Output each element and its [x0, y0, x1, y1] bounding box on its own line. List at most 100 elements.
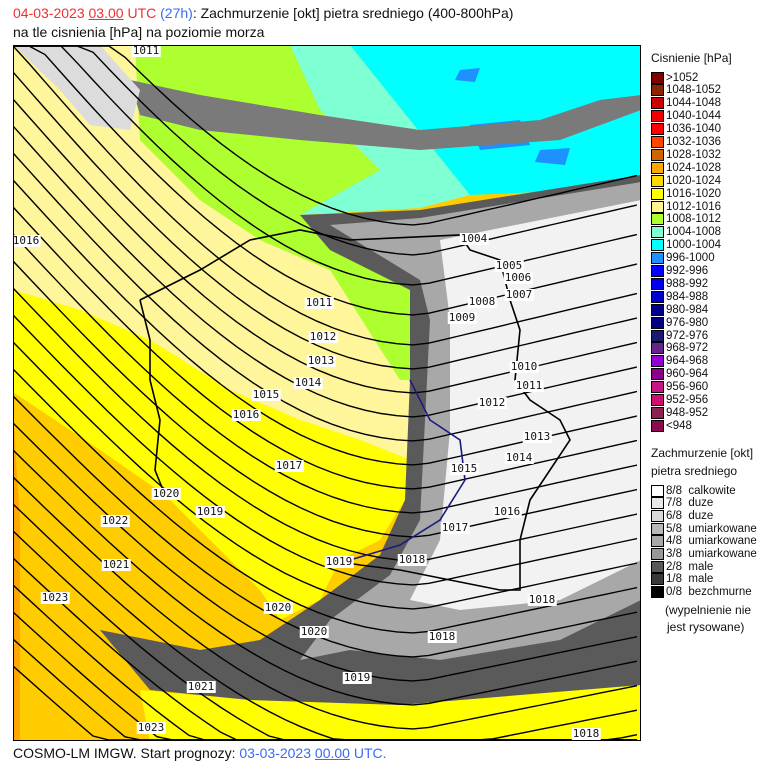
- legend-label: 968-972: [666, 342, 709, 355]
- grey-swatch: [651, 548, 664, 560]
- pressure-legend-item: 1016-1020: [651, 187, 721, 200]
- cloud-legend-subtitle: pietra sredniego: [651, 464, 738, 478]
- color-swatch: [651, 123, 664, 136]
- isobar-label: 1018: [527, 593, 557, 606]
- pressure-legend-item: 964-968: [651, 355, 708, 368]
- color-swatch: [651, 136, 664, 148]
- pressure-legend-item: 1044-1048: [651, 97, 721, 110]
- isobar: [14, 288, 638, 562]
- pressure-legend-item: 1032-1036: [651, 136, 721, 149]
- isobar-label: 1017: [274, 459, 304, 472]
- pressure-legend-item: 988-992: [651, 277, 708, 290]
- legend-label: 1044-1048: [666, 97, 721, 110]
- border-poland: [139, 229, 571, 591]
- map-subtitle: na tle cisnienia [hPa] na poziomie morza: [13, 24, 265, 40]
- color-swatch: [651, 161, 664, 174]
- color-swatch: [651, 342, 664, 355]
- legend-label: 1/8 male: [666, 573, 714, 586]
- color-swatch: [651, 187, 664, 200]
- isobar-label: 1016: [231, 408, 261, 421]
- pressure-legend-item: 956-960: [651, 381, 708, 394]
- grey-swatch: [651, 586, 664, 599]
- pressure-legend-item: 976-980: [651, 316, 708, 329]
- run-date: 03-03-2023: [239, 745, 312, 761]
- isobar-label: 1017: [440, 521, 470, 534]
- legend-label: 988-992: [666, 277, 709, 290]
- isobar-label: 1023: [40, 591, 70, 604]
- cloud-band-north: [130, 80, 640, 150]
- isobar-label: 1014: [504, 451, 534, 464]
- isobar-label: 1018: [571, 727, 601, 740]
- lead-time: (27h): [160, 5, 193, 21]
- color-swatch: [651, 213, 664, 226]
- isobar-label: 1007: [504, 288, 534, 301]
- isobar-label: 1021: [101, 558, 131, 571]
- map-svg: [14, 46, 640, 740]
- legend-label: 7/8 duze: [666, 497, 714, 510]
- isobar-label: 1013: [306, 354, 336, 367]
- isobar-label: 1005: [494, 259, 524, 272]
- isobar: [14, 476, 638, 730]
- cloud-legend-item: 5/8 umiarkowane: [651, 522, 757, 535]
- isobar: [14, 584, 637, 740]
- field-1000-1004: [350, 46, 640, 195]
- pressure-legend-item: 972-976: [651, 329, 708, 342]
- footer-prefix: COSMO-LM IMGW. Start prognozy:: [13, 745, 240, 761]
- legend-label: 2/8 male: [666, 560, 714, 573]
- grey-swatch: [651, 484, 664, 497]
- legend-label: 5/8 umiarkowane: [666, 522, 757, 535]
- isobar-label: 1008: [467, 295, 497, 308]
- legend-label: 6/8 duze: [666, 509, 714, 522]
- legend-label: 1040-1044: [666, 110, 721, 123]
- isobar-label: 1013: [522, 430, 552, 443]
- legend: Cisnienie [hPa] >1052 1048-1052 1044-1048 1…: [645, 45, 768, 645]
- isobar: [14, 46, 638, 286]
- cloud-legend-item: 4/8 umiarkowane: [651, 535, 757, 548]
- isobar-label: 1019: [342, 671, 372, 684]
- color-swatch: [651, 303, 664, 316]
- color-swatch: [651, 226, 664, 239]
- color-swatch: [651, 71, 664, 84]
- legend-label: <948: [666, 419, 692, 432]
- isobar-label: 1012: [308, 330, 338, 343]
- color-swatch: [651, 174, 664, 187]
- pressure-legend-item: 1036-1040: [651, 123, 721, 136]
- color-swatch: [651, 148, 664, 161]
- grey-swatch: [651, 509, 664, 522]
- color-swatch: [651, 381, 664, 394]
- isobar-label: 1018: [427, 630, 457, 643]
- isobar-label: 1020: [263, 601, 293, 614]
- legend-label: 992-996: [666, 265, 709, 277]
- run-tz: UTC.: [353, 745, 387, 761]
- legend-label: 948-952: [666, 406, 709, 419]
- cloud-legend-item: 0/8 bezchmurne: [651, 586, 752, 599]
- color-swatch: [651, 97, 664, 110]
- pressure-legend-item: 1024-1028: [651, 161, 721, 174]
- legend-label: 1016-1020: [666, 187, 721, 200]
- isobar-label: 1004: [459, 232, 489, 245]
- pressure-legend-item: 952-956: [651, 394, 708, 407]
- pressure-legend-item: 992-996: [651, 265, 708, 278]
- isobar-label: 1011: [514, 379, 544, 392]
- pressure-legend-item: 1004-1008: [651, 226, 721, 239]
- cloud-legend-item: 7/8 duze: [651, 497, 713, 510]
- color-swatch: [651, 329, 664, 342]
- river: [349, 379, 466, 561]
- cloud-legend-item: 2/8 male: [651, 560, 713, 573]
- field-1024-1028: [14, 420, 20, 740]
- isobar-label: 1019: [195, 505, 225, 518]
- legend-label: 1008-1012: [666, 213, 721, 226]
- pressure-legend-item: 1000-1004: [651, 239, 721, 252]
- legend-label: 980-984: [666, 303, 709, 316]
- cloud-legend-item: 6/8 duze: [651, 509, 713, 522]
- color-swatch: [651, 316, 664, 329]
- color-swatch: [651, 265, 664, 277]
- valid-tz: UTC: [127, 5, 157, 21]
- run-time: 00.00: [314, 745, 350, 761]
- legend-label: 976-980: [666, 316, 709, 329]
- isobar-label: 1009: [447, 311, 477, 324]
- isobar-label: 1023: [136, 721, 166, 734]
- title-text: : Zachmurzenie [okt] pietra sredniego (4…: [192, 5, 514, 21]
- isobar: [14, 261, 638, 538]
- pressure-legend-title: Cisnienie [hPa]: [651, 51, 732, 65]
